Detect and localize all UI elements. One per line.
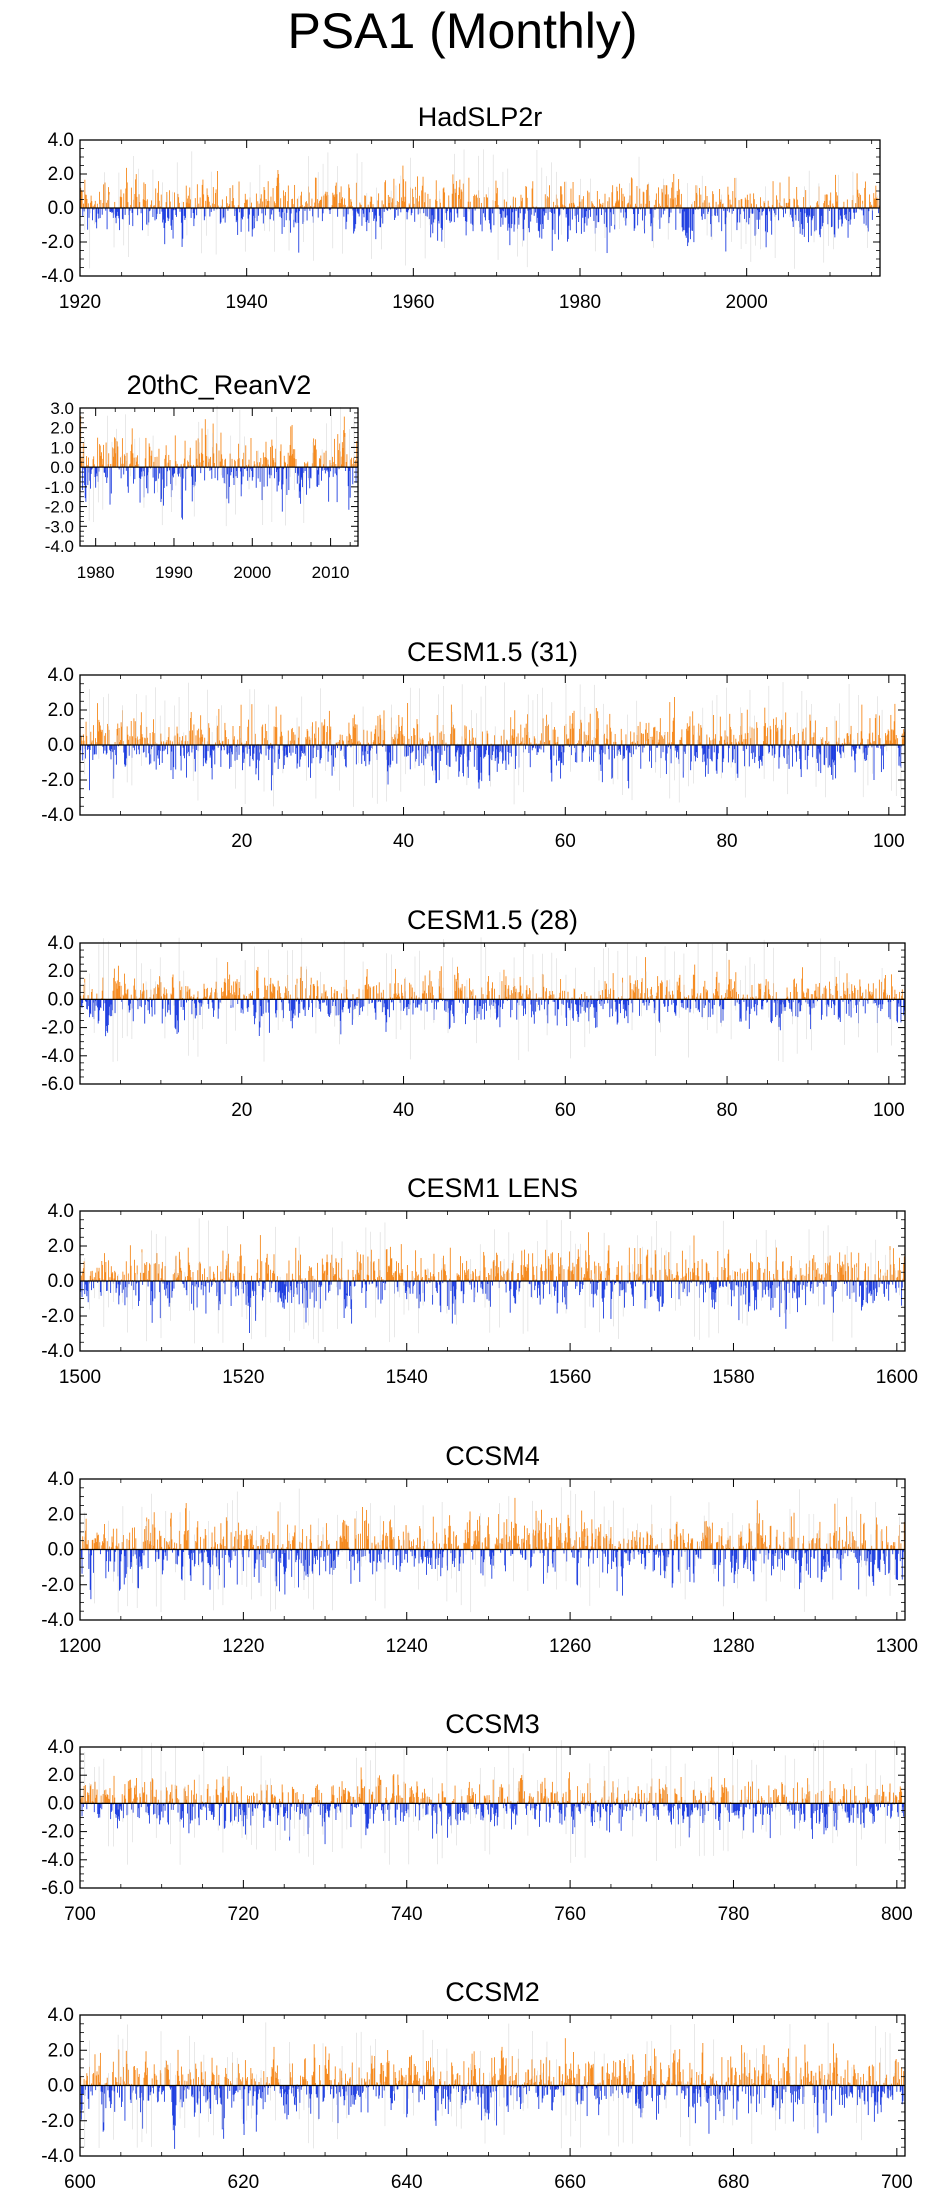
y-tick-label: 1.0 (50, 438, 74, 457)
bar-series (79, 682, 905, 807)
x-tick-label: 40 (393, 831, 414, 852)
y-tick-label: -4.0 (41, 266, 74, 287)
y-tick-label: -2.0 (41, 232, 74, 253)
y-tick-label: 2.0 (48, 164, 74, 185)
y-tick-label: -6.0 (41, 1074, 74, 1095)
y-tick-label: -2.0 (45, 498, 74, 517)
y-tick-label: 0.0 (48, 989, 74, 1010)
bar-series (79, 1218, 905, 1344)
y-tick-label: -1.0 (45, 478, 74, 497)
chart-title: HadSLP2r (418, 102, 543, 132)
x-tick-label: 1990 (155, 563, 193, 582)
x-tick-label: 2010 (312, 563, 350, 582)
x-tick-label: 100 (873, 1100, 905, 1121)
y-tick-label: 0.0 (50, 458, 74, 477)
y-tick-label: -2.0 (41, 1018, 74, 1039)
y-tick-label: -4.0 (41, 805, 74, 826)
chart-title: 20thC_ReanV2 (127, 370, 312, 400)
y-tick-label: 2.0 (50, 419, 74, 438)
page-title: PSA1 (Monthly) (287, 3, 638, 59)
x-tick-label: 1980 (77, 563, 115, 582)
x-tick-label: 40 (393, 1100, 414, 1121)
x-tick-label: 100 (873, 831, 905, 852)
y-tick-label: 3.0 (50, 399, 74, 418)
x-tick-label: 80 (716, 831, 737, 852)
bar-series (79, 405, 358, 527)
y-tick-label: -3.0 (45, 517, 74, 536)
x-tick-label: 1960 (392, 292, 434, 313)
bar-series (79, 937, 905, 1062)
chart-title: CESM1.5 (31) (407, 637, 578, 667)
x-tick-label: 1920 (59, 292, 101, 313)
x-tick-label: 60 (555, 1100, 576, 1121)
y-tick-label: 0.0 (48, 198, 74, 219)
y-tick-label: 0.0 (48, 735, 74, 756)
y-tick-label: 2.0 (48, 700, 74, 721)
y-tick-label: -2.0 (41, 770, 74, 791)
x-tick-label: 2000 (726, 292, 768, 313)
y-tick-label: 4.0 (48, 665, 74, 686)
chart-title: CESM1.5 (28) (407, 905, 578, 935)
x-tick-label: 1940 (226, 292, 268, 313)
y-tick-label: 4.0 (48, 933, 74, 954)
x-tick-label: 20 (231, 1100, 252, 1121)
y-tick-label: 4.0 (48, 130, 74, 151)
x-tick-label: 1980 (559, 292, 601, 313)
x-tick-label: 80 (716, 1100, 737, 1121)
chart-title: CESM1 LENS (407, 1173, 578, 1203)
x-tick-label: 60 (555, 831, 576, 852)
x-tick-label: 2000 (233, 563, 271, 582)
y-tick-label: -4.0 (41, 1046, 74, 1067)
x-tick-label: 20 (231, 831, 252, 852)
y-tick-label: 2.0 (48, 961, 74, 982)
y-tick-label: -4.0 (45, 537, 74, 556)
